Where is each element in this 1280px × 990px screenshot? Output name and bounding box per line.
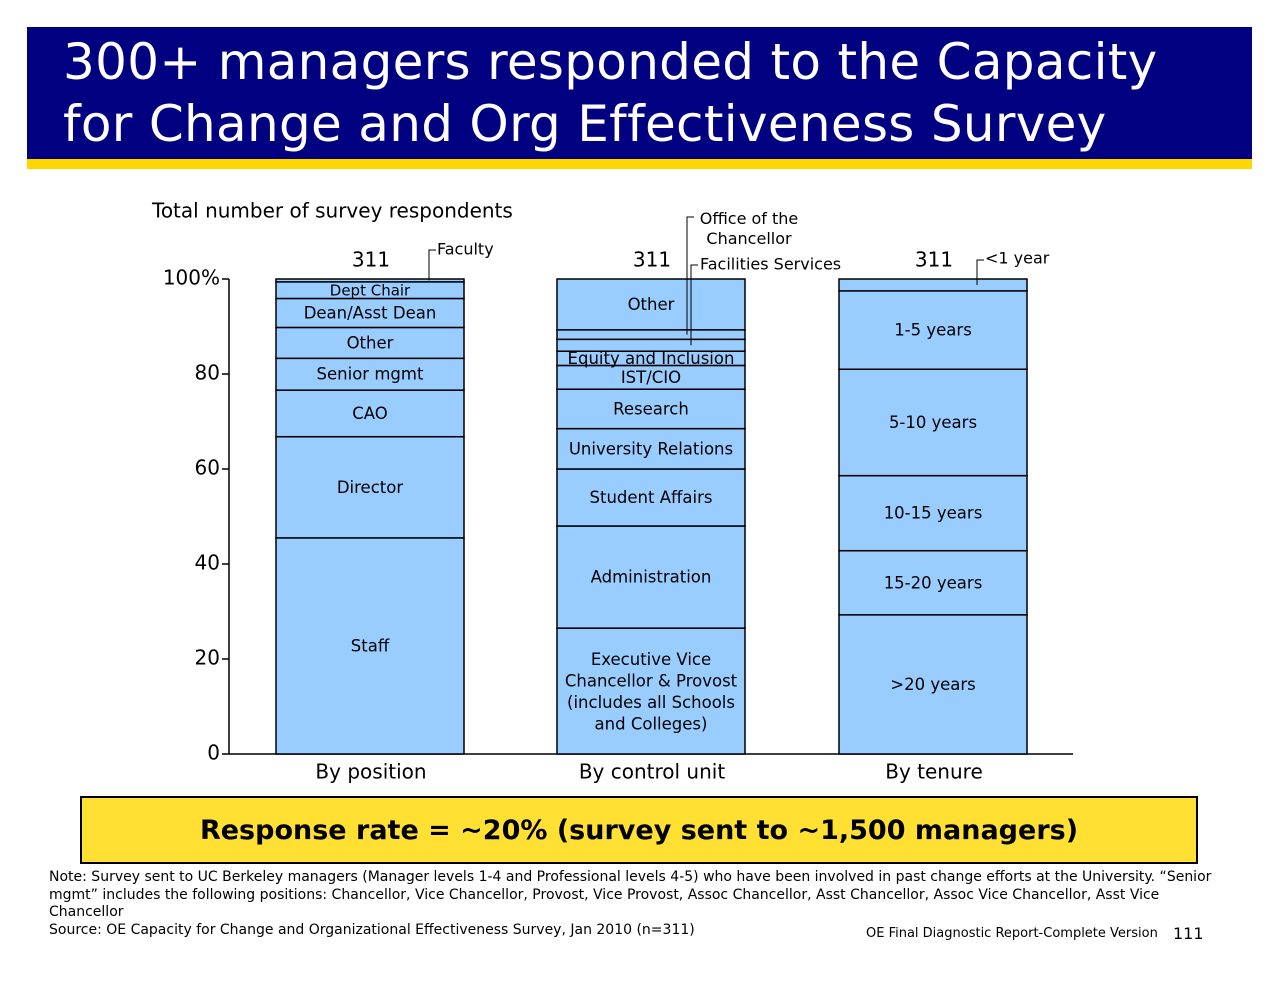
y-tick-label: 80 bbox=[195, 361, 220, 385]
x-category-label: By control unit bbox=[579, 760, 726, 784]
bar-segment-faculty bbox=[275, 278, 465, 283]
segment-label: Other bbox=[347, 333, 394, 352]
segment-label: Other bbox=[628, 295, 675, 314]
x-category-label: By tenure bbox=[885, 760, 983, 784]
bar-segment-5-10-years bbox=[838, 368, 1028, 477]
bar-segment-other bbox=[275, 326, 465, 360]
chart-subtitle: Total number of survey respondents bbox=[151, 199, 513, 223]
bar-segment-20-years bbox=[838, 614, 1028, 755]
title-bar: 300+ managers responded to the Capacity … bbox=[27, 27, 1252, 169]
segment-label: IST/CIO bbox=[621, 368, 681, 387]
x-category-label: By position bbox=[315, 760, 426, 784]
y-tick-label: 0 bbox=[207, 741, 220, 765]
bar-segment-senior-mgmt bbox=[275, 357, 465, 391]
segment-label: Director bbox=[337, 478, 403, 497]
bar-segment-15-20-years bbox=[838, 549, 1028, 616]
segment-label: Staff bbox=[351, 636, 390, 655]
segment-label: Equity and Inclusion bbox=[568, 349, 735, 368]
bar-segment-university-relations bbox=[556, 427, 746, 470]
segment-label: 5-10 years bbox=[889, 413, 977, 432]
callout-line bbox=[428, 249, 436, 281]
bar-segment-office-of-the-chancellor bbox=[556, 329, 746, 341]
bar-segment-administration bbox=[556, 525, 746, 629]
segment-label: >20 years bbox=[890, 675, 975, 694]
bar-segment-executive-vice-chancellor-and-provost-includes-all-schools-and-colleges bbox=[556, 627, 746, 755]
callout-line bbox=[686, 216, 694, 335]
bar-segment-dean-asst-dean bbox=[275, 297, 465, 329]
y-tick-label: 100% bbox=[163, 266, 220, 290]
segment-label: 1-5 years bbox=[894, 321, 972, 340]
y-tick-label: 40 bbox=[195, 551, 220, 575]
callout-label: Faculty bbox=[437, 240, 494, 259]
bar-segment-1-5-years bbox=[838, 290, 1028, 370]
segment-label: Administration bbox=[591, 568, 712, 587]
bar-segment-other bbox=[556, 278, 746, 331]
y-tick-label: 60 bbox=[195, 456, 220, 480]
bar-segment-research bbox=[556, 388, 746, 430]
segment-label: University Relations bbox=[569, 439, 733, 458]
source-text: Source: OE Capacity for Change and Organ… bbox=[49, 921, 695, 938]
bar-segment-staff bbox=[275, 537, 465, 755]
bar-segment-student-affairs bbox=[556, 468, 746, 527]
bar-total-label: 311 bbox=[352, 248, 390, 272]
segment-label: Executive Vice Chancellor & Provost (inclu… bbox=[565, 650, 738, 734]
callout-label: Facilities Services bbox=[700, 255, 841, 274]
callout-line bbox=[976, 259, 984, 285]
segment-label: Student Affairs bbox=[590, 488, 713, 507]
callout-label: <1 year bbox=[985, 249, 1050, 268]
stacked-bar-chart: Total number of survey respondents 100% 80… bbox=[151, 199, 1073, 784]
bar-total-label: 311 bbox=[633, 248, 671, 272]
segment-label: Dept Chair bbox=[330, 282, 411, 300]
segment-label: Dean/Asst Dean bbox=[304, 303, 437, 322]
bar-segment-director bbox=[275, 435, 465, 539]
segment-label: 15-20 years bbox=[884, 573, 983, 592]
note-text: Note: Survey sent to UC Berkeley manager… bbox=[49, 869, 1212, 920]
bar-segment-cao bbox=[275, 389, 465, 438]
callout-label: Office of the Chancellor bbox=[700, 209, 799, 248]
response-rate-box: Response rate = ~20% (survey sent to ~1,… bbox=[80, 796, 1198, 864]
segment-label: Research bbox=[613, 399, 689, 418]
footer-text: OE Final Diagnostic Report-Complete Vers… bbox=[866, 926, 1158, 941]
bar-segment-1-year bbox=[838, 278, 1028, 292]
segment-label: Senior mgmt bbox=[317, 365, 424, 384]
callout-line bbox=[690, 264, 698, 346]
page-number: 111 bbox=[1173, 924, 1204, 943]
page-title: 300+ managers responded to the Capacity … bbox=[63, 33, 1158, 153]
y-tick-label: 20 bbox=[195, 646, 220, 670]
bar-segment-10-15-years bbox=[838, 474, 1028, 552]
segment-label: 10-15 years bbox=[884, 504, 983, 523]
footnote: Note: Survey sent to UC Berkeley manager… bbox=[49, 869, 1219, 939]
response-rate-text: Response rate = ~20% (survey sent to ~1,… bbox=[199, 814, 1079, 846]
segment-label: CAO bbox=[352, 404, 388, 423]
bar-total-label: 311 bbox=[915, 248, 953, 272]
bar-segment-facilities-services bbox=[556, 338, 746, 352]
